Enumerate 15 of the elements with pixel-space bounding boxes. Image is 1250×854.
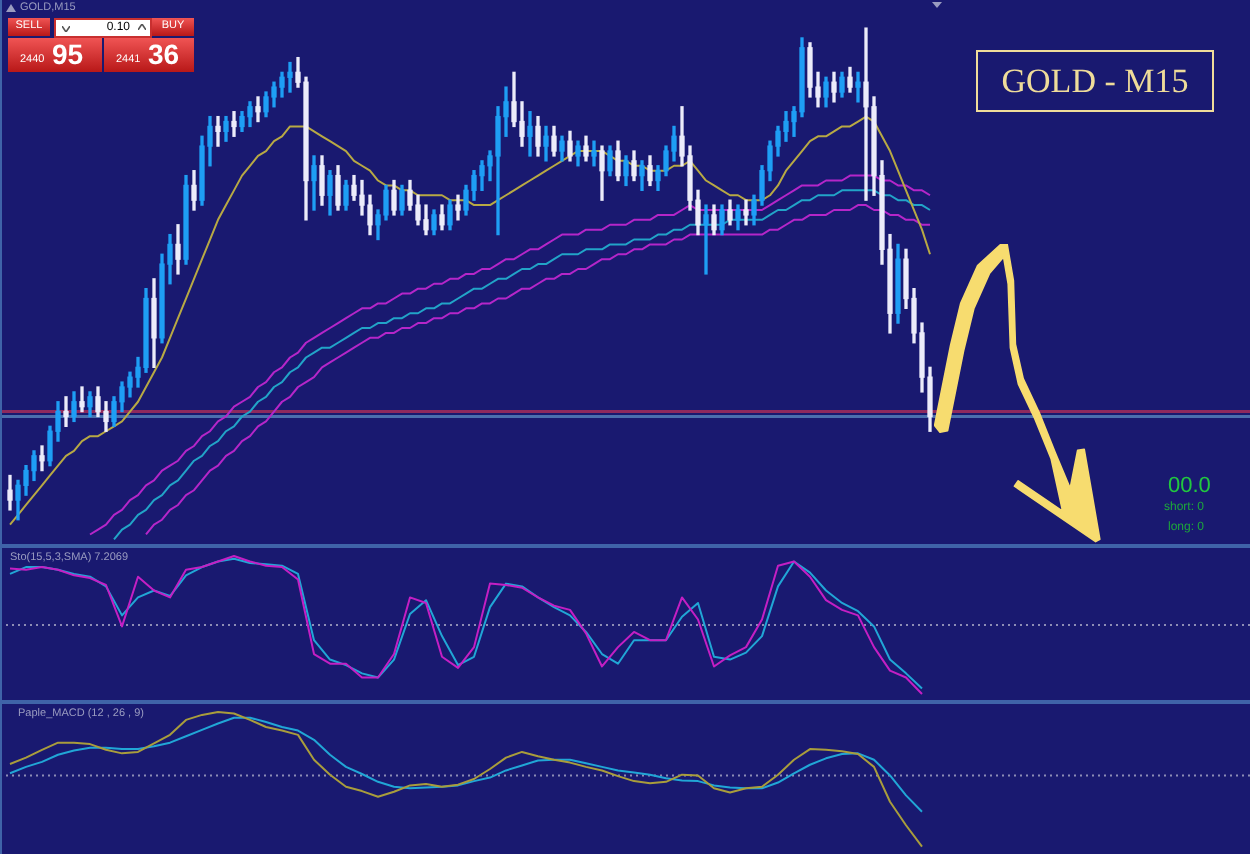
candlestick: [231, 111, 237, 137]
text: GOLD - M15: [976, 50, 1214, 112]
annotation: 95: [52, 38, 84, 72]
candlestick: [255, 96, 261, 123]
text: 00.0: [1168, 474, 1211, 498]
candlestick: [703, 204, 709, 275]
candlestick: [855, 71, 861, 103]
candlestick: [63, 396, 69, 427]
annotation: 36: [148, 38, 180, 72]
candlestick: [863, 27, 869, 201]
candlestick: [79, 386, 85, 413]
candlestick: [287, 61, 293, 93]
candlestick: [527, 111, 533, 157]
candlestick: [215, 115, 221, 147]
candlestick: [39, 445, 45, 472]
